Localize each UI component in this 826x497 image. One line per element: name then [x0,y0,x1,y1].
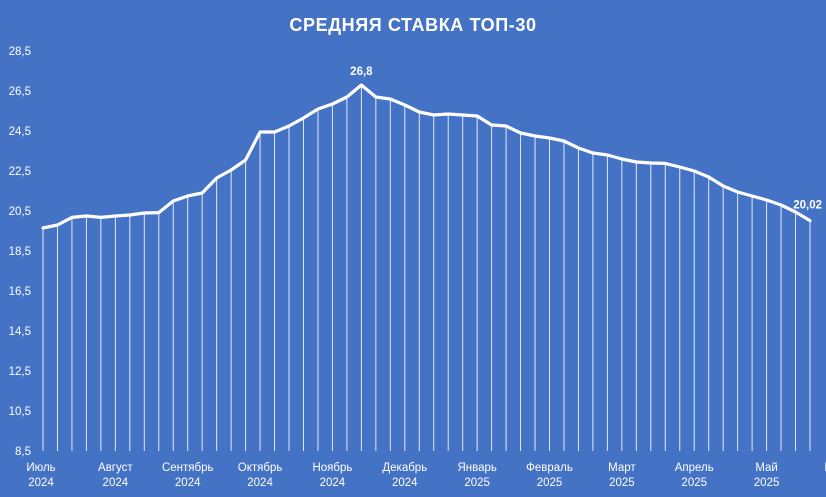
x-axis: Июль 2024 Август 2024 Сентябрь 2024 Октябрь 202… [26,462,826,489]
x-tick-month: Март [608,462,636,474]
data-labels: 26,8 20,02 [350,66,822,212]
x-tick-month: Август [98,462,133,474]
y-tick-label: 12,5 [9,366,31,378]
x-tick-year: 2024 [320,477,346,489]
x-tick-year: 2024 [392,477,418,489]
y-tick-label: 16,5 [9,286,31,298]
x-tick-year: 2025 [754,477,780,489]
y-tick-label: 24,5 [9,126,31,138]
data-label: 20,02 [793,200,822,212]
x-tick-month: Сентябрь [162,462,214,474]
x-tick-year: 2024 [175,477,201,489]
x-tick-year: 2025 [609,477,635,489]
x-tick-year: 2025 [537,477,563,489]
x-tick-month: Ноябрь [312,462,352,474]
x-tick-month: Январь [457,462,496,474]
x-tick-month: Декабрь [382,462,427,474]
y-axis: 8,5 10,5 12,5 14,5 16,5 18,5 20,5 22,5 24,5 26,5 2… [9,46,31,458]
y-tick-label: 20,5 [9,206,31,218]
x-tick-month: Июнь [824,462,826,474]
drop-lines [42,85,811,451]
y-tick-label: 22,5 [9,166,31,178]
x-tick-month: Февраль [526,462,573,474]
series-line [41,83,812,230]
x-tick-month: Октябрь [238,462,283,474]
x-tick-year: 2025 [681,477,707,489]
y-tick-label: 14,5 [9,326,31,338]
x-tick-year: 2025 [464,477,490,489]
x-tick-year: 2024 [28,477,54,489]
chart-title: СРЕДНЯЯ СТАВКА ТОП-30 [289,15,536,35]
x-tick-year: 2024 [103,477,129,489]
y-tick-label: 18,5 [9,246,31,258]
y-tick-label: 26,5 [9,86,31,98]
x-tick-month: Май [755,462,778,474]
data-label: 26,8 [350,66,373,78]
y-tick-label: 10,5 [9,406,31,418]
x-tick-year: 2024 [247,477,273,489]
x-tick-month: Июль [26,462,55,474]
y-tick-label: 8,5 [15,446,31,458]
y-tick-label: 28,5 [9,46,31,58]
x-tick-month: Апрель [675,462,714,474]
